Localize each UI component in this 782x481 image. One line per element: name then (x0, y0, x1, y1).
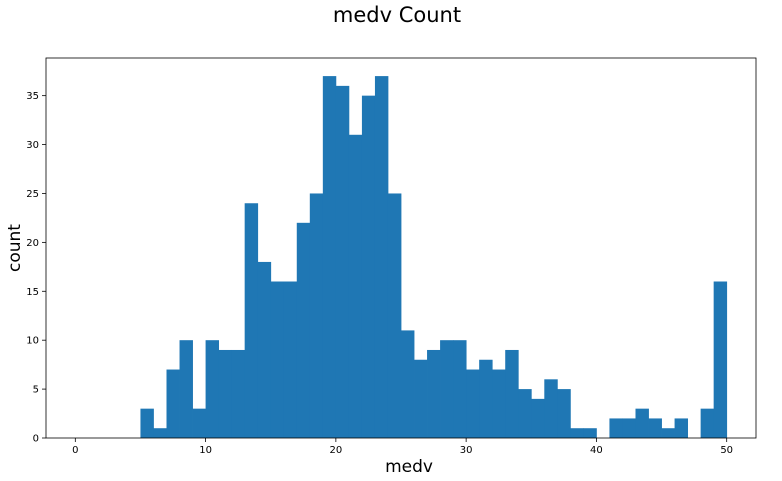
x-axis: 0 10 20 30 40 50 (72, 438, 733, 456)
histogram-bar (140, 408, 154, 438)
histogram-bar (544, 379, 558, 438)
bars (140, 76, 728, 438)
histogram-bar (374, 76, 389, 438)
histogram-bar (661, 428, 675, 438)
histogram-bar (713, 281, 728, 438)
histogram-bar (557, 389, 571, 438)
x-tick-label: 50 (720, 445, 733, 456)
histogram-bar (635, 408, 649, 438)
histogram-bar (361, 95, 376, 438)
x-axis-label: medv (385, 457, 433, 477)
plot-frame (45, 57, 757, 439)
y-tick-label: 25 (26, 189, 39, 200)
histogram-bar (335, 85, 350, 438)
histogram-bar (414, 359, 428, 438)
histogram-bar (674, 418, 689, 438)
histogram-bar (648, 418, 662, 438)
y-tick-label: 10 (26, 336, 39, 347)
histogram-bar (622, 418, 636, 438)
histogram-bar (153, 428, 167, 438)
histogram-bar (309, 193, 324, 438)
histogram-bar (531, 398, 545, 438)
y-tick-label: 5 (33, 385, 39, 396)
histogram-bar (440, 340, 454, 438)
histogram-bar (505, 349, 519, 438)
histogram-bar (518, 389, 532, 438)
histogram-bar (466, 369, 480, 438)
histogram-bar (231, 349, 246, 438)
histogram-bar (322, 76, 337, 438)
y-tick-label: 15 (26, 287, 39, 298)
histogram-bar (387, 193, 402, 438)
y-axis-label: count (5, 224, 25, 272)
histogram-bar (583, 428, 597, 438)
histogram-bar (270, 281, 285, 438)
histogram-bar (427, 349, 441, 438)
histogram-bar (283, 281, 298, 438)
histogram-bar (453, 340, 467, 438)
histogram-bar (609, 418, 623, 438)
histogram-bar (218, 349, 233, 438)
histogram-bar (479, 359, 493, 438)
chart-title: medv Count (333, 3, 461, 27)
x-tick-label: 0 (72, 445, 78, 456)
histogram-bar (192, 408, 206, 438)
histogram-bar (700, 408, 715, 438)
x-tick-label: 30 (460, 445, 473, 456)
histogram-bar (401, 330, 415, 438)
histogram-bar (570, 428, 584, 438)
x-tick-label: 20 (329, 445, 342, 456)
y-tick-label: 35 (26, 91, 39, 102)
y-tick-label: 0 (33, 434, 39, 445)
histogram-bar (205, 340, 220, 438)
x-tick-label: 10 (199, 445, 212, 456)
y-tick-label: 20 (26, 238, 39, 249)
y-axis: 0 5 10 15 20 25 30 35 (26, 91, 46, 445)
histogram-bar (179, 340, 193, 438)
x-tick-label: 40 (590, 445, 603, 456)
histogram-bar (257, 261, 272, 438)
histogram-bar (296, 222, 311, 438)
histogram-bar (166, 369, 180, 438)
histogram-bar (244, 203, 259, 438)
histogram-bar (492, 369, 506, 438)
y-tick-label: 30 (26, 140, 39, 151)
histogram-bar (348, 134, 363, 438)
